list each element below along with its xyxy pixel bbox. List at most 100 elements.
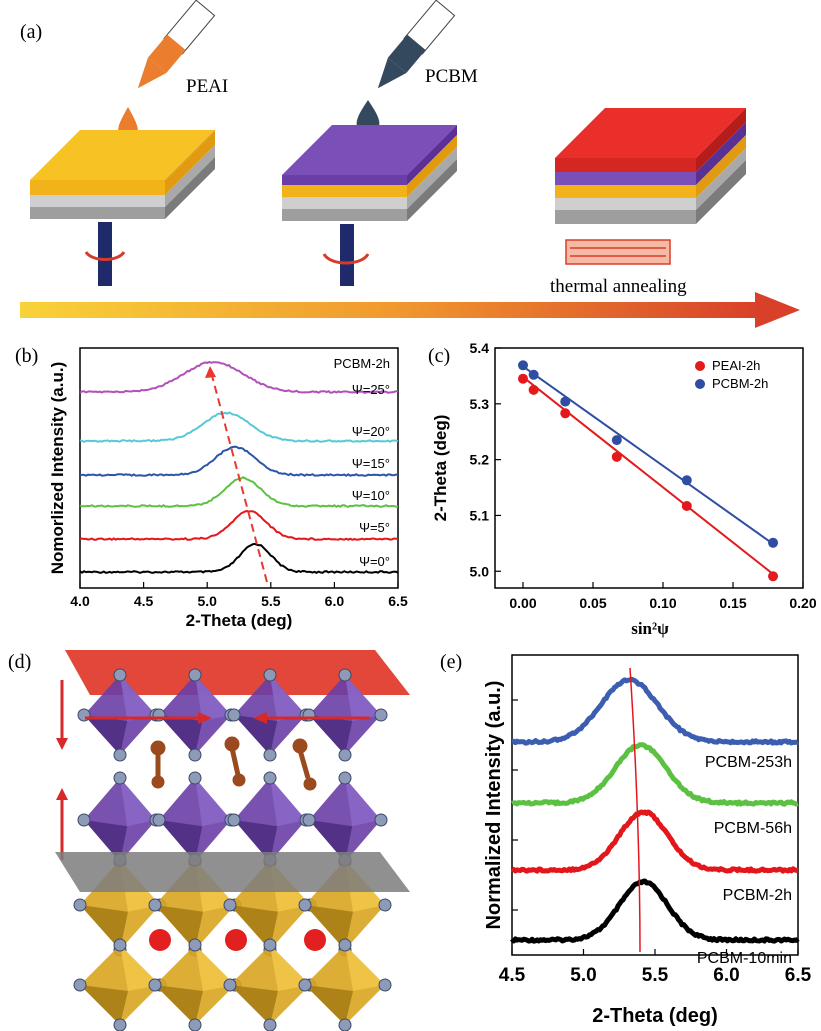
panel-c-point-1-5 bbox=[768, 537, 779, 548]
panel-b-xtick-label: 6.0 bbox=[325, 593, 345, 609]
halide-atom-3-0 bbox=[338, 668, 352, 682]
octahedron-shade-0 bbox=[84, 715, 128, 755]
octahedron-face-1 bbox=[195, 675, 231, 721]
panel-c-point-1-2 bbox=[560, 396, 571, 407]
panel-c-ytick-label: 5.4 bbox=[470, 340, 490, 356]
halide-atom-10-3 bbox=[223, 898, 237, 912]
panel-c-ylabel: 2-Theta (deg) bbox=[431, 415, 450, 522]
panel-c-axes-frame bbox=[494, 347, 804, 589]
halide-atom-0-0 bbox=[113, 668, 127, 682]
octahedron-shade-10 bbox=[230, 905, 278, 950]
octahedron-face-3 bbox=[345, 675, 381, 721]
panel-b-series-labels: Ψ=0° Ψ=5° Ψ=10° Ψ=15° Ψ=20° Ψ=25° bbox=[352, 382, 390, 569]
octahedron-shade-2 bbox=[234, 715, 278, 755]
panel-c-xlabel: sin²ψ bbox=[631, 619, 669, 638]
panel-e-series-labels: PCBM-10min PCBM-2h PCBM-56h PCBM-253h bbox=[697, 754, 792, 967]
octahedron-shade-6 bbox=[234, 820, 278, 862]
panel-e-label: (e) bbox=[440, 651, 462, 673]
halide-atom-4-3 bbox=[77, 813, 91, 827]
panel-c-legend-marker-1 bbox=[695, 379, 705, 389]
panel-e-xtick-label: 4.5 bbox=[499, 965, 526, 986]
halide-atom-3-1 bbox=[374, 708, 388, 722]
substrate-stack-2 bbox=[282, 125, 457, 221]
halide-atom-12-2 bbox=[113, 1018, 127, 1031]
panel-b-series-label-0: Ψ=0° bbox=[359, 554, 390, 569]
spin-coater-shaft-1 bbox=[98, 222, 112, 286]
panel-e-series-label-3: PCBM-253h bbox=[705, 754, 792, 771]
octahedron-face-0 bbox=[120, 675, 156, 721]
panel-b-xtick-label: 5.5 bbox=[261, 593, 281, 609]
panel-e-xtick-label: 5.5 bbox=[642, 965, 669, 986]
octahedron-face-14 bbox=[270, 945, 310, 991]
octahedron-shade-3 bbox=[309, 715, 353, 755]
panel-e-curves bbox=[510, 676, 800, 944]
panel-a: (a) PEAI PCBM bbox=[20, 0, 800, 328]
rotation-arrow-icon bbox=[84, 250, 126, 261]
panel-e-xtick-label: 6.0 bbox=[713, 965, 739, 986]
panel-c-fit-line-1 bbox=[522, 365, 774, 545]
panel-b: (b) 4.0 4.5 5.0 5.5 6.0 6.5 Ψ=0° Ψ=5° Ψ=10° Ψ=15… bbox=[15, 345, 408, 630]
halide-atom-0-2 bbox=[113, 748, 127, 762]
octahedron-face-12 bbox=[120, 945, 160, 991]
halide-atom-2-2 bbox=[263, 748, 277, 762]
panel-e-series-label-2: PCBM-56h bbox=[714, 820, 792, 837]
halide-atom-15-2 bbox=[338, 1018, 352, 1031]
panel-c-fit-line-0 bbox=[522, 376, 774, 575]
panel-c-ytick-label: 5.3 bbox=[470, 396, 490, 412]
halide-atom-6-0 bbox=[263, 771, 277, 785]
octahedron-shade-1 bbox=[159, 715, 203, 755]
panel-b-xtick-label: 6.5 bbox=[388, 593, 408, 609]
octahedron-face-15 bbox=[345, 945, 385, 991]
octahedron-shade-12 bbox=[80, 985, 128, 1025]
halide-atom-11-1 bbox=[378, 898, 392, 912]
octahedron-shade-15 bbox=[305, 985, 353, 1025]
halide-atom-13-2 bbox=[188, 1018, 202, 1031]
halide-atom-7-1 bbox=[374, 813, 388, 827]
panel-b-ylabel: Nomorlized Intensity (a.u.) bbox=[48, 362, 67, 575]
panel-b-xtick-label: 4.5 bbox=[134, 593, 154, 609]
halide-atom-6-3 bbox=[227, 813, 241, 827]
panel-b-x-ticks: 4.0 4.5 5.0 5.5 6.0 6.5 bbox=[70, 582, 408, 609]
octahedron-shade-4 bbox=[84, 820, 128, 862]
panel-b-series-label-4: Ψ=20° bbox=[352, 424, 390, 439]
perovskite-octahedra-icon bbox=[73, 668, 392, 1031]
panel-b-curve-5 bbox=[79, 360, 398, 394]
octahedron-shade-7 bbox=[309, 820, 353, 862]
middle-grey-plane bbox=[55, 852, 410, 892]
substrate-stack-3 bbox=[555, 108, 746, 224]
panel-c-point-1-1 bbox=[528, 369, 539, 380]
halide-atom-9-3 bbox=[148, 898, 162, 912]
panel-e-curve-2 bbox=[511, 742, 799, 807]
halide-atom-1-0 bbox=[188, 668, 202, 682]
panel-b-peak-shift-line bbox=[210, 371, 268, 583]
octahedron-face-6 bbox=[270, 778, 306, 827]
panel-c-point-0-0 bbox=[518, 373, 528, 384]
organic-spacer-icon bbox=[150, 736, 317, 791]
panel-c-point-0-1 bbox=[528, 384, 539, 395]
panel-b-series-label-3: Ψ=15° bbox=[352, 456, 390, 471]
panel-c-legend-marker-0 bbox=[695, 361, 705, 371]
panel-b-curves bbox=[79, 360, 399, 574]
pipette-dark-icon bbox=[377, 0, 456, 89]
panel-c-ytick-label: 5.2 bbox=[470, 452, 490, 468]
panel-e-xtick-label: 6.5 bbox=[785, 965, 812, 986]
octahedron-face-13 bbox=[195, 945, 235, 991]
panel-e-xlabel: 2-Theta (deg) bbox=[592, 1005, 718, 1027]
halide-atom-2-3 bbox=[227, 708, 241, 722]
halide-atom-1-2 bbox=[188, 748, 202, 762]
halide-atom-11-3 bbox=[298, 898, 312, 912]
halide-atom-5-3 bbox=[152, 813, 166, 827]
a-site-cation-icon bbox=[149, 929, 326, 951]
spin-coater-shaft-2 bbox=[340, 224, 354, 286]
panel-c-ytick-label: 5.1 bbox=[470, 507, 490, 523]
panel-c-point-1-4 bbox=[681, 475, 692, 486]
panel-b-curve-3 bbox=[79, 445, 399, 477]
panel-e-ticks: 4.5 5.0 5.5 6.0 6.5 bbox=[499, 699, 812, 986]
octahedron-face-4 bbox=[120, 778, 156, 827]
octahedron-shade-9 bbox=[155, 905, 203, 950]
panel-b-title: PCBM-2h bbox=[334, 356, 390, 371]
panel-c-ticks: 0.00 0.05 0.10 0.15 0.20 5.0 5.1 5.2 5.3 5.4 bbox=[470, 340, 817, 611]
rotation-arrow-icon-2 bbox=[322, 253, 370, 265]
substrate-stack-1 bbox=[30, 130, 215, 219]
